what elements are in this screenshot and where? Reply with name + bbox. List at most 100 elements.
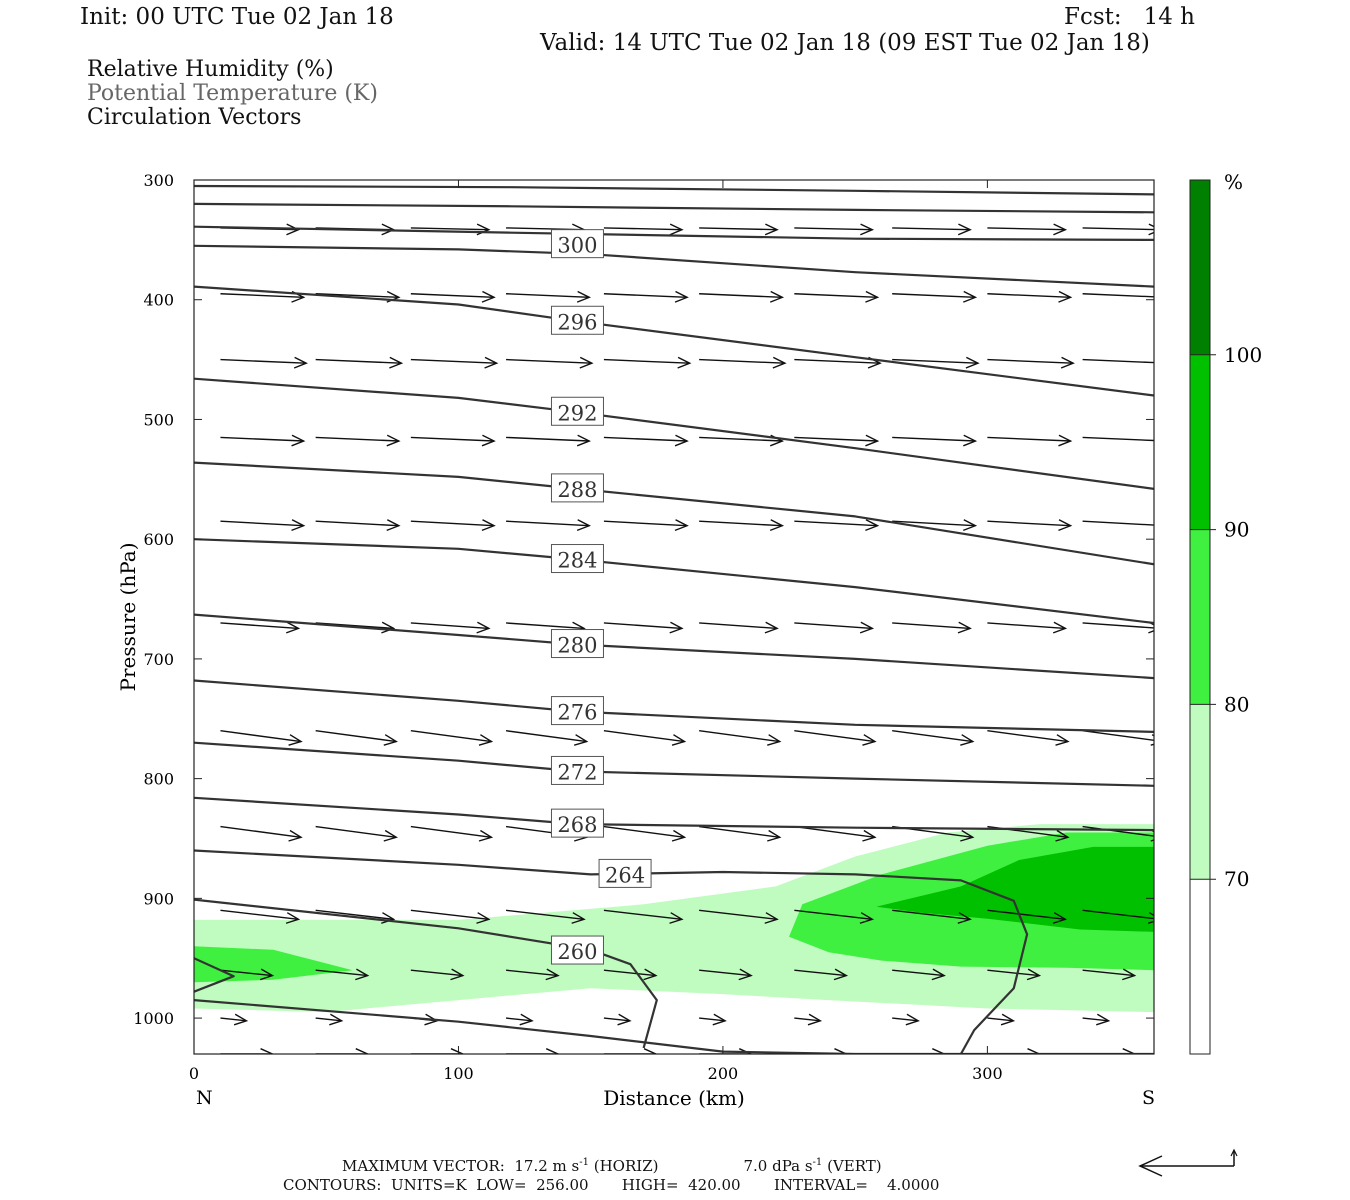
contour-label-text: 264 bbox=[605, 863, 645, 887]
circulation-vector bbox=[794, 730, 877, 746]
circulation-vector bbox=[892, 730, 975, 746]
vector-shaft bbox=[220, 969, 273, 977]
vector-shaft bbox=[892, 1017, 919, 1022]
colorbar-frame bbox=[1189, 179, 1211, 1055]
vector-arrowhead bbox=[545, 1048, 560, 1054]
vector-arrowhead bbox=[1058, 519, 1073, 532]
vector-shaft bbox=[315, 520, 399, 527]
circulation-vector bbox=[699, 223, 779, 236]
vector-arrowhead bbox=[764, 912, 779, 924]
circulation-vector bbox=[892, 1048, 946, 1054]
contour-label-box bbox=[550, 544, 604, 574]
colorbar-segment bbox=[1190, 354, 1210, 530]
vector-shaft bbox=[603, 825, 685, 839]
contour-label-text: 268 bbox=[557, 813, 597, 837]
circulation-vector bbox=[603, 909, 684, 924]
circulation-vector bbox=[794, 223, 875, 236]
circulation-vector bbox=[892, 223, 972, 236]
vector-shaft bbox=[315, 1017, 342, 1022]
circulation-vector bbox=[506, 356, 594, 369]
vector-arrowhead bbox=[1153, 520, 1154, 532]
plot-frame bbox=[193, 179, 1155, 1055]
vector-arrowhead bbox=[381, 912, 396, 924]
y-tick-label: 300 bbox=[143, 171, 174, 190]
vector-arrowhead bbox=[643, 1048, 658, 1054]
vector-shaft bbox=[315, 909, 394, 921]
vector-shaft bbox=[603, 227, 682, 231]
colorbar-unit: % bbox=[1224, 170, 1243, 194]
y-tick-label: 500 bbox=[143, 410, 174, 429]
forecast-hour: Fcst: 14 h bbox=[1064, 4, 1195, 30]
vector-arrowhead bbox=[764, 223, 779, 236]
circulation-vector bbox=[794, 434, 880, 447]
circulation-vector bbox=[892, 1013, 920, 1026]
contour-label-text: 272 bbox=[557, 760, 597, 784]
vector-arrowhead bbox=[1153, 435, 1154, 447]
vector-shaft bbox=[987, 969, 1040, 977]
circulation-vector bbox=[506, 434, 591, 447]
circulation-vector bbox=[505, 909, 586, 924]
isentrope-260 bbox=[194, 898, 658, 1049]
vector-shaft bbox=[506, 520, 590, 527]
circulation-vector bbox=[892, 434, 978, 447]
vector-shaft bbox=[987, 1017, 1014, 1022]
vector-shaft bbox=[315, 293, 399, 299]
vector-shaft bbox=[315, 436, 399, 442]
contour-label-296: 296 bbox=[550, 305, 604, 335]
valid-time: Valid: 14 UTC Tue 02 Jan 18 (09 EST Tue … bbox=[540, 30, 1150, 56]
circulation-vector bbox=[603, 1013, 632, 1026]
circulation-vector bbox=[1082, 223, 1154, 236]
vector-shaft bbox=[794, 969, 847, 977]
circulation-vector bbox=[987, 909, 1068, 924]
vector-shaft bbox=[603, 909, 682, 921]
vector-shaft bbox=[699, 909, 778, 921]
contour-label-text: 260 bbox=[557, 940, 597, 964]
vector-shaft bbox=[987, 436, 1071, 442]
isentrope-272 bbox=[194, 741, 1154, 787]
vector-shaft bbox=[410, 909, 489, 921]
vector-shaft bbox=[1082, 358, 1154, 364]
contour-label-260: 260 bbox=[550, 935, 604, 965]
circulation-vector bbox=[699, 356, 787, 369]
vector-arrowhead bbox=[1096, 1013, 1111, 1026]
vector-shaft bbox=[1082, 909, 1154, 920]
circulation-vector bbox=[794, 621, 875, 634]
y-tick-label: 800 bbox=[143, 770, 174, 789]
vector-arrowhead bbox=[1153, 291, 1154, 303]
vector-arrowhead bbox=[386, 519, 401, 532]
vector-arrowhead bbox=[674, 290, 689, 303]
vector-arrowhead bbox=[932, 1048, 946, 1054]
isentrope-312 bbox=[194, 184, 1154, 196]
vector-shaft bbox=[892, 730, 973, 743]
vector-arrowhead bbox=[957, 223, 972, 236]
vector-shaft bbox=[794, 730, 876, 743]
circulation-vector bbox=[315, 968, 370, 981]
vector-arrowhead bbox=[259, 968, 275, 981]
circulation-vector bbox=[794, 825, 877, 842]
vector-arrowhead bbox=[767, 829, 782, 842]
vector-shaft bbox=[987, 730, 1069, 743]
circulation-vector bbox=[603, 968, 658, 981]
vector-arrowhead bbox=[677, 356, 692, 369]
contour-label-268: 268 bbox=[550, 808, 604, 838]
legend-vectors: Circulation Vectors bbox=[87, 105, 302, 130]
vector-arrowhead bbox=[355, 1048, 370, 1054]
circulation-vector bbox=[1082, 291, 1154, 303]
colorbar-label: 100 bbox=[1224, 343, 1262, 367]
circulation-vector bbox=[603, 1048, 658, 1054]
vector-shaft bbox=[1082, 436, 1154, 442]
circulation-vector bbox=[1082, 621, 1154, 634]
vector-shaft bbox=[603, 969, 656, 977]
vector-shaft bbox=[794, 520, 878, 527]
circulation-vector bbox=[987, 1048, 1042, 1054]
vector-arrowhead bbox=[1053, 223, 1068, 236]
isentrope-292 bbox=[194, 377, 1154, 490]
contour-label-text: 276 bbox=[557, 701, 597, 725]
circulation-vector bbox=[603, 223, 684, 236]
vector-shaft bbox=[315, 730, 397, 743]
circulation-vector bbox=[987, 730, 1070, 746]
contour-label-text: 280 bbox=[557, 634, 597, 658]
contour-label-292: 292 bbox=[550, 396, 604, 426]
circulation-vector bbox=[506, 519, 591, 532]
vector-shaft bbox=[987, 622, 1066, 630]
